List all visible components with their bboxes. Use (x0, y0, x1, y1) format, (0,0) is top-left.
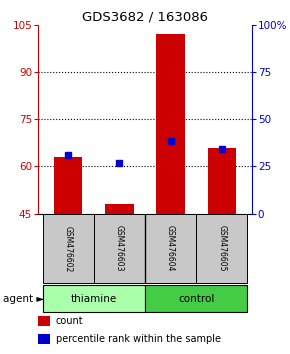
Bar (38, 334, 50, 344)
Text: GSM476605: GSM476605 (217, 225, 226, 272)
Bar (54, 157, 82, 214)
FancyBboxPatch shape (43, 214, 94, 283)
Bar (157, 34, 185, 214)
Title: GDS3682 / 163086: GDS3682 / 163086 (82, 11, 208, 24)
FancyBboxPatch shape (145, 285, 247, 312)
Bar (105, 204, 133, 214)
Text: thiamine: thiamine (71, 293, 117, 304)
Text: percentile rank within the sample: percentile rank within the sample (56, 334, 221, 344)
Text: control: control (178, 293, 214, 304)
Text: count: count (56, 316, 84, 326)
Text: GSM476602: GSM476602 (64, 225, 73, 272)
Bar (38, 316, 50, 326)
FancyBboxPatch shape (196, 214, 247, 283)
Bar (208, 148, 236, 214)
Text: GSM476604: GSM476604 (166, 225, 175, 272)
Text: GSM476603: GSM476603 (115, 225, 124, 272)
FancyBboxPatch shape (43, 285, 145, 312)
FancyBboxPatch shape (94, 214, 145, 283)
FancyBboxPatch shape (145, 214, 196, 283)
Text: agent ►: agent ► (3, 293, 44, 304)
